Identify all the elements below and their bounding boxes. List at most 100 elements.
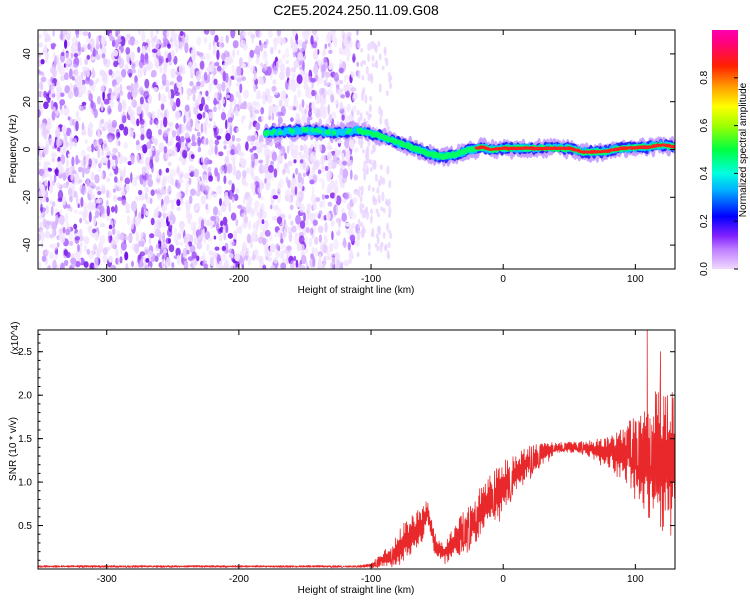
noise-blob <box>38 161 41 167</box>
noise-blob <box>359 112 363 122</box>
noise-blob <box>151 135 155 143</box>
noise-blob <box>56 80 61 88</box>
noise-blob <box>360 48 364 53</box>
noise-blob <box>219 260 223 265</box>
noise-blob <box>295 167 299 175</box>
noise-blob <box>148 236 152 245</box>
noise-blob <box>88 31 91 39</box>
colorbar-tick-label: 0.6 <box>699 118 710 132</box>
noise-blob <box>389 82 392 90</box>
noise-blob <box>213 100 220 105</box>
noise-blob <box>208 42 212 51</box>
noise-blob <box>51 110 56 121</box>
noise-blob <box>376 236 380 245</box>
noise-blob <box>214 139 220 146</box>
noise-blob <box>220 42 225 48</box>
noise-blob <box>242 170 247 179</box>
noise-blob <box>250 153 255 162</box>
noise-blob <box>321 193 325 200</box>
noise-blob <box>200 123 204 134</box>
noise-blob <box>54 168 59 175</box>
noise-blob <box>285 66 291 78</box>
noise-blob <box>111 155 118 161</box>
noise-blob <box>327 140 332 149</box>
noise-blob <box>133 131 136 139</box>
noise-blob <box>143 90 150 100</box>
noise-blob <box>257 116 263 122</box>
noise-blob <box>310 35 314 45</box>
noise-blob <box>179 30 184 37</box>
noise-blob <box>282 168 286 175</box>
noise-blob <box>223 163 227 174</box>
noise-blob <box>382 207 386 214</box>
noise-blob <box>126 53 130 64</box>
noise-blob <box>220 220 224 227</box>
noise-blob <box>342 160 347 166</box>
noise-blob <box>247 135 253 142</box>
noise-blob <box>49 251 54 260</box>
noise-blob <box>125 263 129 269</box>
noise-blob <box>306 266 310 269</box>
noise-blob <box>307 30 311 35</box>
noise-blob <box>181 160 186 166</box>
noise-blob <box>145 210 149 216</box>
noise-blob <box>156 178 161 183</box>
noise-blob <box>136 118 140 127</box>
noise-blob <box>316 36 319 41</box>
noise-blob <box>162 231 165 243</box>
noise-blob <box>298 235 305 245</box>
noise-blob <box>38 52 42 59</box>
noise-blob <box>119 256 123 264</box>
noise-blob <box>349 193 352 200</box>
noise-blob <box>100 85 105 93</box>
noise-blob <box>106 236 110 244</box>
noise-blob <box>329 242 333 252</box>
noise-blob <box>50 76 54 83</box>
noise-blob <box>323 155 326 162</box>
noise-blob <box>346 149 351 159</box>
noise-blob <box>142 203 147 210</box>
noise-blob <box>183 172 190 180</box>
noise-blob <box>255 54 260 63</box>
noise-blob <box>167 149 172 154</box>
noise-blob <box>233 108 236 114</box>
noise-blob <box>370 149 374 155</box>
noise-blob <box>182 149 188 159</box>
noise-blob <box>262 163 268 173</box>
noise-blob <box>135 231 139 243</box>
noise-blob <box>89 38 95 49</box>
noise-blob <box>299 220 306 229</box>
noise-blob <box>293 255 297 262</box>
noise-blob <box>62 227 66 234</box>
noise-blob <box>262 63 268 72</box>
noise-blob <box>178 179 184 184</box>
noise-blob <box>126 33 131 39</box>
noise-blob <box>300 244 305 252</box>
noise-blob <box>304 248 309 253</box>
noise-blob <box>305 261 308 268</box>
noise-blob <box>192 85 198 91</box>
colorbar <box>712 30 738 269</box>
noise-blob <box>379 243 383 253</box>
noise-blob <box>196 242 202 250</box>
noise-blob <box>208 175 214 182</box>
noise-blob <box>306 203 312 211</box>
noise-blob <box>356 233 360 241</box>
noise-blob <box>141 30 146 42</box>
noise-blob <box>295 112 300 121</box>
noise-blob <box>106 177 111 182</box>
noise-blob <box>189 244 196 254</box>
noise-blob <box>363 171 367 182</box>
noise-blob <box>91 143 94 153</box>
noise-blob <box>139 159 144 165</box>
noise-blob <box>218 86 222 94</box>
noise-blob <box>324 90 329 95</box>
noise-blob <box>214 34 219 43</box>
noise-blob <box>226 149 231 156</box>
noise-blob <box>154 138 158 146</box>
noise-blob <box>346 103 351 112</box>
noise-blob <box>99 204 105 215</box>
noise-blob <box>107 150 111 156</box>
noise-blob <box>167 186 171 192</box>
noise-blob <box>88 79 94 86</box>
